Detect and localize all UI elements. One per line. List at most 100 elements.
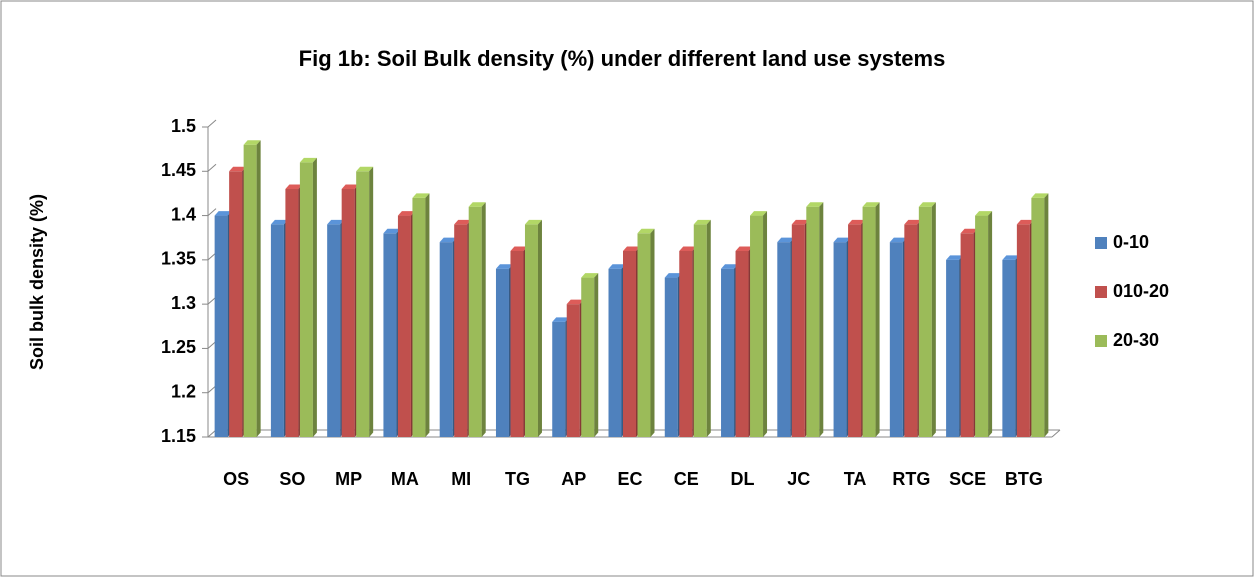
bar-front xyxy=(383,233,397,437)
bar xyxy=(777,237,795,437)
y-tick-label: 1.25 xyxy=(161,337,196,357)
x-tick-label: AP xyxy=(561,469,586,489)
bar-side xyxy=(312,157,317,437)
bar-top xyxy=(806,202,824,207)
x-tick-label: SCE xyxy=(949,469,986,489)
bar xyxy=(735,246,753,437)
bar xyxy=(552,317,570,437)
y-tick-label: 1.35 xyxy=(161,249,196,269)
bar-front xyxy=(299,162,313,437)
bar xyxy=(918,202,936,437)
bar-top xyxy=(327,219,345,225)
bar-top xyxy=(721,264,739,269)
bar xyxy=(243,140,261,437)
bar-front xyxy=(721,268,735,437)
bar-front xyxy=(552,321,566,437)
y-tick-depth xyxy=(207,163,217,172)
bar-front xyxy=(229,171,243,438)
bar-side xyxy=(369,166,374,438)
bar-front xyxy=(664,277,678,437)
bar xyxy=(495,264,513,437)
bar-front xyxy=(243,144,257,437)
legend-swatch xyxy=(1095,237,1107,249)
bar-top xyxy=(975,211,993,216)
x-tick-label: MI xyxy=(451,469,471,489)
bar-top xyxy=(243,140,261,145)
y-tick-depth xyxy=(207,119,217,128)
y-tick-label: 1.45 xyxy=(161,160,196,180)
bar-top xyxy=(270,219,288,225)
bar-front xyxy=(862,206,876,437)
y-tick-label: 1.5 xyxy=(171,116,196,136)
bar-front xyxy=(750,215,764,437)
bar-side xyxy=(481,202,486,437)
bar-top xyxy=(960,228,978,234)
bar-top xyxy=(299,157,317,163)
bar-front xyxy=(975,215,989,437)
bar xyxy=(975,211,993,437)
bar xyxy=(637,228,655,437)
bar-front xyxy=(1016,224,1030,437)
bar-front xyxy=(566,304,580,437)
bar-top xyxy=(679,246,697,251)
bar xyxy=(524,219,542,437)
bar xyxy=(623,246,640,437)
bar-front xyxy=(327,224,341,437)
bar xyxy=(581,273,599,437)
bar xyxy=(791,219,809,437)
bar-top xyxy=(552,317,570,322)
bar-top xyxy=(848,219,866,225)
bar-top xyxy=(608,264,626,269)
bar xyxy=(439,237,457,437)
x-tick-label: MP xyxy=(335,469,362,489)
bar-front xyxy=(412,197,426,437)
bar-top xyxy=(356,166,374,172)
bar-front xyxy=(454,224,468,437)
bar-top xyxy=(341,184,359,189)
bar-top xyxy=(214,211,232,216)
y-tick-label: 1.4 xyxy=(171,204,196,224)
bar-front xyxy=(946,259,960,437)
bar-top xyxy=(1016,219,1034,225)
legend-swatch xyxy=(1095,286,1107,298)
bar-front xyxy=(341,189,355,437)
bar xyxy=(1031,193,1049,437)
bar-top xyxy=(397,211,415,216)
bar xyxy=(664,273,682,437)
y-tick-label: 1.3 xyxy=(171,293,196,313)
bar-top xyxy=(285,184,303,189)
bar-front xyxy=(848,224,862,437)
bar-top xyxy=(637,228,655,234)
bar xyxy=(468,202,486,437)
bar-top xyxy=(664,273,682,278)
bar-front xyxy=(960,233,974,437)
chart-title: Fig 1b: Soil Bulk density (%) under diff… xyxy=(299,46,946,71)
x-tick-label: EC xyxy=(617,469,642,489)
bar xyxy=(229,166,247,438)
bar xyxy=(960,228,978,437)
bar xyxy=(1016,219,1034,437)
y-tick-label: 1.15 xyxy=(161,426,196,446)
bar-front xyxy=(495,268,509,437)
bar-side xyxy=(763,211,768,437)
bar-top xyxy=(889,237,907,243)
bar-top xyxy=(412,193,430,198)
legend-label: 010-20 xyxy=(1113,281,1169,301)
bar-side xyxy=(706,219,711,437)
bar-side xyxy=(931,202,936,437)
bar-top xyxy=(777,237,795,243)
bar-side xyxy=(594,273,599,437)
bar-front xyxy=(285,189,299,437)
bar-top xyxy=(735,246,753,251)
y-axis-label: Soil bulk density (%) xyxy=(27,194,47,370)
x-tick-label: JC xyxy=(787,469,810,489)
bar xyxy=(750,211,768,437)
bar-top xyxy=(918,202,936,207)
bar-top xyxy=(383,228,401,234)
bar xyxy=(946,255,964,437)
bar-side xyxy=(537,219,542,437)
bar-front xyxy=(397,215,411,437)
bar-top xyxy=(1031,193,1049,198)
x-tick-label: MA xyxy=(391,469,419,489)
bar-top xyxy=(750,211,768,216)
